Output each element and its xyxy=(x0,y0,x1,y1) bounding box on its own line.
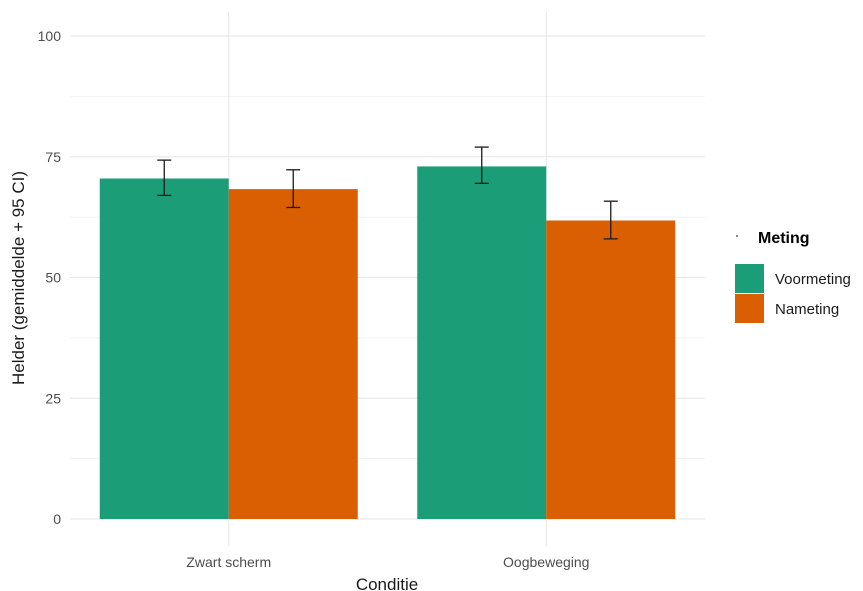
x-axis-title: Conditie xyxy=(356,575,418,591)
bar xyxy=(99,178,229,520)
y-axis-ticks: 0 25 50 75 100 xyxy=(38,28,62,527)
y-tick-label: 50 xyxy=(45,270,61,286)
legend-label: Voormeting xyxy=(775,271,851,288)
error-bar xyxy=(286,169,301,209)
error-bar xyxy=(474,146,489,184)
bar xyxy=(546,220,676,520)
error-bar xyxy=(157,159,172,197)
y-tick-label: 25 xyxy=(45,390,61,406)
y-axis-title: Helder (gemiddelde + 95 CI) xyxy=(9,171,28,385)
legend-label: Nameting xyxy=(775,301,839,318)
legend: Meting Voormeting Nameting xyxy=(735,230,851,323)
error-bars xyxy=(157,146,618,240)
legend-swatch xyxy=(735,264,764,293)
bar xyxy=(417,166,547,519)
bars xyxy=(99,166,676,520)
legend-swatch xyxy=(735,294,764,323)
x-tick-label: Zwart scherm xyxy=(186,554,271,570)
x-axis-ticks: Zwart scherm Oogbeweging xyxy=(186,554,589,570)
y-tick-label: 100 xyxy=(38,28,62,44)
y-tick-label: 75 xyxy=(45,149,61,165)
error-bar xyxy=(603,200,618,240)
legend-title: Meting xyxy=(758,230,810,247)
x-tick-label: Oogbeweging xyxy=(503,554,589,570)
y-tick-label: 0 xyxy=(53,511,61,527)
bar xyxy=(228,189,358,519)
